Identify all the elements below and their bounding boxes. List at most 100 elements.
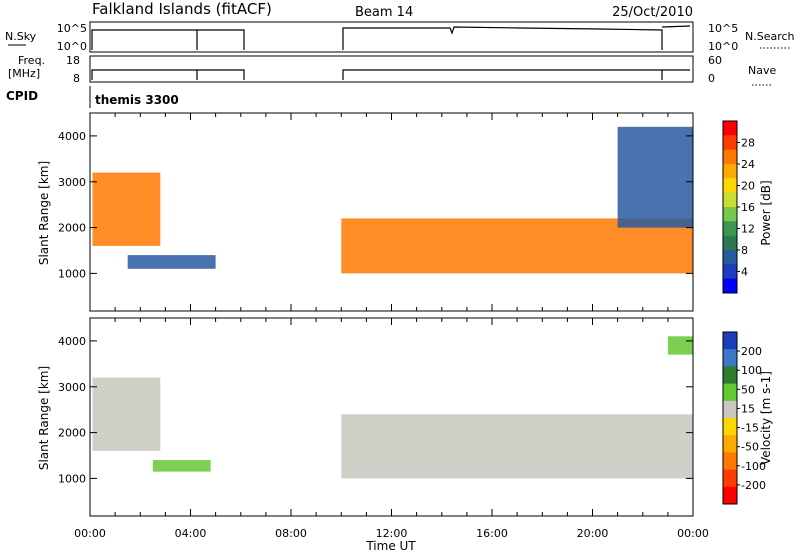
freq-trace-right: [342, 69, 690, 80]
velocity-colorbar-tick-label-3: 15: [741, 402, 755, 415]
freq-tick-low: 8: [73, 72, 80, 85]
nave-tick-high: 60: [708, 54, 722, 67]
velocity-colorbar-swatch-3: [723, 383, 737, 402]
power-colorbar-swatch-3: [723, 164, 737, 179]
power-colorbar-swatch-1: [723, 135, 737, 151]
velocity-colorbar-swatch-1: [723, 349, 737, 367]
velocity-colorbar-tick-label-6: -100: [741, 460, 766, 473]
freq-tick-high: 18: [66, 54, 80, 67]
velocity-echo-region-3: [667, 336, 693, 355]
velocity-colorbar-tick-label-1: 100: [741, 364, 762, 377]
time-tick-label-5: 20:00: [577, 527, 609, 540]
power-colorbar-tick-label-0: 28: [741, 137, 755, 150]
power-colorbar: 28 24 20 16 12 8 4: [722, 120, 755, 294]
beam-label: Beam 14: [355, 5, 413, 20]
velocity-axes: 1000 2000 3000 4000: [58, 318, 694, 516]
power-colorbar-swatch-5: [723, 192, 737, 208]
power-colorbar-tick-label-2: 20: [741, 180, 755, 193]
power-colorbar-tick-label-5: 8: [741, 244, 748, 257]
velocity-panel: 1000 2000 3000 4000 Slant Range [km]: [37, 317, 694, 517]
power-echo-region-3: [617, 126, 693, 228]
station-title: Falkland Islands (fitACF): [92, 0, 272, 18]
power-colorbar-swatch-7: [723, 221, 737, 237]
velocity-colorbar-swatch-5: [723, 418, 737, 436]
velocity-echo-region-0: [92, 377, 161, 451]
power-colorbar-swatch-11: [723, 278, 737, 294]
time-tick-label-6: 00:00: [677, 527, 709, 540]
velocity-colorbar-swatch-2: [723, 366, 737, 385]
cpid-value: themis 3300: [95, 93, 179, 107]
power-ylabel: Slant Range [km]: [37, 161, 51, 265]
power-panel: 1000 2000 3000 4000 Slant Range [km]: [37, 112, 694, 312]
freq-strip: Freq. [MHz] 18 8 60 0 Nave: [8, 54, 776, 86]
freq-label-line1: Freq.: [18, 54, 45, 67]
power-colorbar-swatch-10: [723, 264, 737, 280]
time-axis: 00:00 04:00 08:00 12:00 16:00 20:00 00:00: [74, 527, 709, 540]
velocity-ytick-label-0: 1000: [58, 472, 86, 485]
nave-tick-low: 0: [708, 72, 715, 85]
power-colorbar-tick-label-6: 4: [741, 266, 748, 279]
velocity-echo-region-1: [152, 460, 211, 472]
velocity-colorbar-tick-label-5: -50: [741, 441, 759, 454]
nsky-trace-left: [91, 29, 245, 50]
velocity-ylabel: Slant Range [km]: [37, 366, 51, 470]
noise-tick-high-left: 10^5: [57, 22, 87, 35]
power-colorbar-tick-label-1: 24: [741, 158, 755, 171]
noise-tick-low-left: 10^0: [57, 40, 87, 53]
velocity-colorbar-swatch-7: [723, 452, 737, 471]
nsky-label: N.Sky: [5, 30, 37, 43]
power-colorbar-swatch-8: [723, 235, 737, 251]
time-axis-label: Time UT: [365, 539, 416, 553]
power-ytick-label-0: 1000: [58, 267, 86, 280]
nave-label: Nave: [748, 64, 776, 77]
time-tick-label-3: 12:00: [376, 527, 408, 540]
freq-label-line2: [MHz]: [8, 67, 40, 80]
velocity-colorbar-frame: [722, 331, 738, 505]
velocity-colorbar-swatch-8: [723, 469, 737, 488]
date-label: 25/Oct/2010: [612, 5, 693, 20]
power-echo-region-1: [127, 255, 216, 269]
velocity-colorbar-tick-label-2: 50: [741, 383, 755, 396]
velocity-colorbar-label: Velocity [m s-1]: [759, 371, 773, 465]
power-colorbar-swatch-9: [723, 250, 737, 265]
noise-tick-low-right: 10^0: [708, 40, 738, 53]
velocity-ytick-label-3: 4000: [58, 335, 86, 348]
velocity-colorbar-swatch-4: [723, 400, 737, 419]
power-colorbar-swatch-2: [723, 149, 737, 165]
time-tick-label-4: 16:00: [476, 527, 508, 540]
velocity-ytick-label-2: 3000: [58, 381, 86, 394]
noise-strip: N.Sky 10^5 10^0 10^5 10^0 N.Search: [5, 21, 795, 53]
time-tick-label-0: 00:00: [74, 527, 106, 540]
velocity-echo-region-2: [341, 414, 694, 479]
cpid-label: CPID: [6, 89, 38, 103]
velocity-ytick-label-1: 2000: [58, 427, 86, 440]
velocity-colorbar-swatch-6: [723, 435, 737, 453]
nsky-trace-right: [342, 25, 691, 50]
power-panel-bg: [90, 113, 693, 311]
noise-tick-high-right: 10^5: [708, 22, 738, 35]
freq-strip-frame: [89, 55, 694, 83]
power-colorbar-label: Power [dB]: [759, 180, 773, 245]
power-ytick-label-3: 4000: [58, 130, 86, 143]
power-axes: 1000 2000 3000 4000: [58, 113, 694, 311]
cpid-strip: CPID themis 3300: [6, 86, 179, 108]
power-colorbar-swatch-0: [723, 121, 737, 136]
power-colorbar-swatch-4: [723, 178, 737, 194]
velocity-echo-marks: [92, 336, 694, 479]
power-echo-region-0: [92, 172, 161, 246]
power-echo-marks: [92, 126, 694, 274]
time-tick-label-2: 08:00: [275, 527, 307, 540]
velocity-colorbar-tick-label-0: 200: [741, 345, 762, 358]
power-ytick-label-1: 2000: [58, 222, 86, 235]
noise-strip-frame: [89, 21, 694, 53]
freq-trace-left: [91, 69, 245, 80]
velocity-colorbar-swatch-9: [723, 486, 737, 505]
nsearch-label: N.Search: [745, 30, 795, 43]
velocity-colorbar-swatch-0: [723, 332, 737, 350]
velocity-colorbar-tick-label-7: -200: [741, 479, 766, 492]
power-colorbar-swatch-6: [723, 207, 737, 222]
velocity-colorbar-tick-label-4: -15: [741, 422, 759, 435]
power-colorbar-tick-label-3: 16: [741, 201, 755, 214]
velocity-colorbar: 200 100 50 15 -15 -50 -100 -200: [722, 331, 766, 505]
